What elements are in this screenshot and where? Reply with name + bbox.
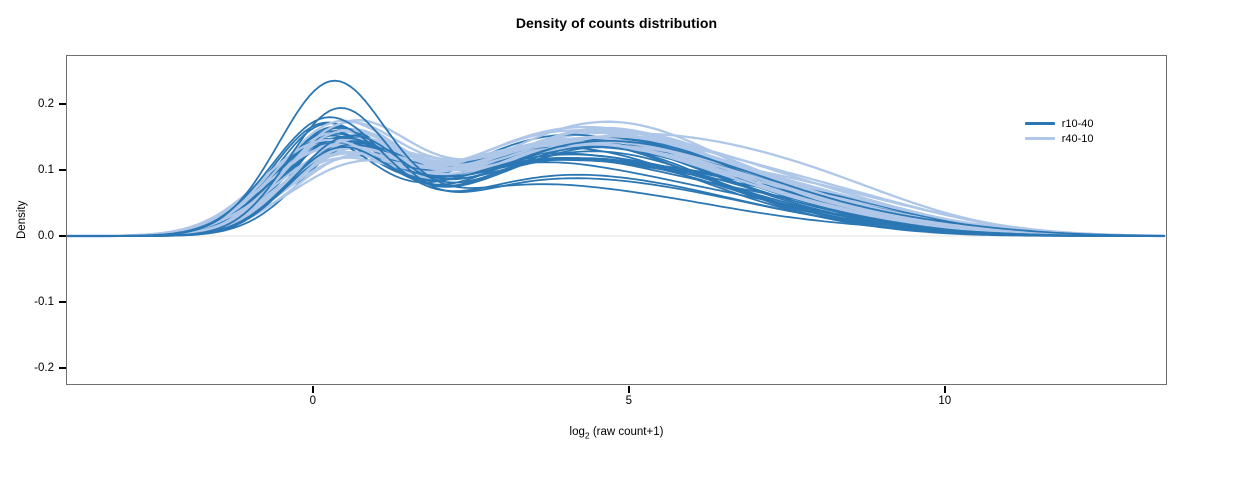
x-axis-label-rest: (raw count+1)	[589, 426, 664, 438]
density-curves-canvas	[66, 79, 1166, 237]
y-tick-mark	[58, 301, 66, 303]
x-axis-label-base: log	[569, 426, 585, 438]
y-tick-mark	[58, 169, 66, 171]
y-tick-label: 0.2	[38, 97, 54, 110]
legend-label: r10-40	[1061, 117, 1094, 130]
y-tick-label: 0.1	[38, 163, 54, 176]
density-curve-r10-40	[66, 79, 1165, 237]
y-tick-label: 0.0	[38, 230, 54, 242]
legend-item-r40-10: r40-10	[1024, 132, 1094, 145]
x-tick-label: 0	[309, 395, 317, 407]
x-tick-mark	[312, 385, 314, 393]
chart-title: Density of counts distribution	[515, 15, 718, 31]
y-tick-mark	[58, 367, 66, 369]
x-axis-label-subscript: 2	[584, 430, 590, 441]
density-curve-r40-10	[66, 120, 1165, 237]
density-curve-r10-40	[66, 139, 1165, 237]
y-tick-mark	[58, 103, 66, 105]
x-tick-label: 10	[938, 395, 952, 407]
x-tick-mark	[944, 385, 946, 393]
legend-label: r40-10	[1061, 132, 1094, 145]
legend: r10-40 r40-10	[1024, 117, 1094, 145]
plot-area: r10-40 r40-10	[65, 54, 1167, 385]
x-tick-label: 5	[625, 395, 633, 407]
y-tick-label: -0.1	[34, 296, 54, 309]
legend-line-r10-40-icon	[1024, 122, 1055, 125]
x-tick-mark	[628, 385, 630, 393]
legend-item-r10-40: r10-40	[1024, 117, 1094, 130]
y-tick-label: -0.2	[34, 362, 54, 375]
density-curve-r10-40	[66, 115, 1165, 237]
legend-line-r40-10-icon	[1024, 137, 1055, 140]
density-curve-r40-10	[66, 119, 1165, 237]
y-tick-mark	[58, 235, 66, 237]
x-axis-label: log2 (raw count+1)	[67, 426, 1166, 440]
